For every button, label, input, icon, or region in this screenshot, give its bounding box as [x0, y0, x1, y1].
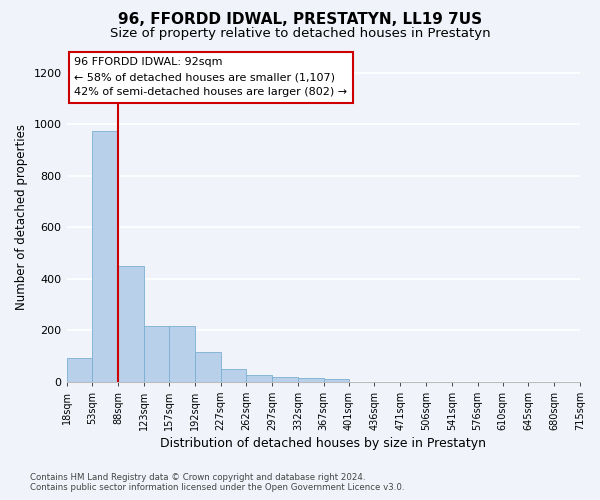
Bar: [92, 131, 118, 382]
Bar: [144, 326, 169, 382]
Text: 96, FFORDD IDWAL, PRESTATYN, LL19 7US: 96, FFORDD IDWAL, PRESTATYN, LL19 7US: [118, 12, 482, 28]
Bar: [195, 352, 221, 382]
Bar: [118, 266, 144, 382]
Bar: [169, 326, 195, 382]
Bar: [67, 358, 92, 382]
Text: Contains HM Land Registry data © Crown copyright and database right 2024.
Contai: Contains HM Land Registry data © Crown c…: [30, 473, 404, 492]
X-axis label: Distribution of detached houses by size in Prestatyn: Distribution of detached houses by size …: [160, 437, 486, 450]
Text: Size of property relative to detached houses in Prestatyn: Size of property relative to detached ho…: [110, 28, 490, 40]
Y-axis label: Number of detached properties: Number of detached properties: [15, 124, 28, 310]
Bar: [323, 379, 349, 382]
Bar: [272, 377, 298, 382]
Bar: [246, 375, 272, 382]
Text: 96 FFORDD IDWAL: 92sqm
← 58% of detached houses are smaller (1,107)
42% of semi-: 96 FFORDD IDWAL: 92sqm ← 58% of detached…: [74, 58, 347, 97]
Bar: [221, 368, 246, 382]
Bar: [298, 378, 323, 382]
